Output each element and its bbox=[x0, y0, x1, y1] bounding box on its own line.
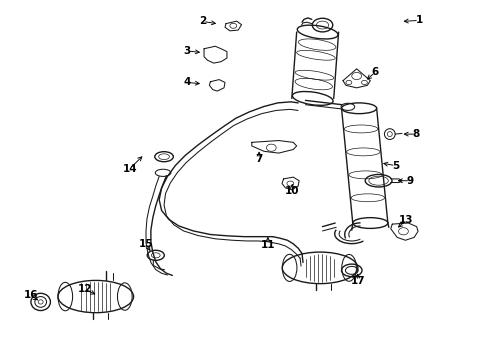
Text: 4: 4 bbox=[183, 77, 190, 87]
Text: 13: 13 bbox=[398, 215, 413, 225]
Text: 17: 17 bbox=[349, 276, 364, 286]
Text: 2: 2 bbox=[199, 17, 206, 27]
Text: 16: 16 bbox=[23, 291, 38, 301]
Text: 12: 12 bbox=[77, 284, 92, 294]
Text: 11: 11 bbox=[260, 239, 275, 249]
Text: 15: 15 bbox=[139, 239, 153, 249]
Text: 3: 3 bbox=[183, 46, 190, 56]
Text: 6: 6 bbox=[371, 67, 378, 77]
Text: 9: 9 bbox=[406, 176, 413, 186]
Text: 7: 7 bbox=[255, 154, 262, 164]
Text: 5: 5 bbox=[391, 161, 399, 171]
Text: 14: 14 bbox=[122, 163, 137, 174]
Text: 8: 8 bbox=[412, 129, 419, 139]
Text: 1: 1 bbox=[415, 15, 422, 26]
Text: 10: 10 bbox=[285, 186, 299, 197]
